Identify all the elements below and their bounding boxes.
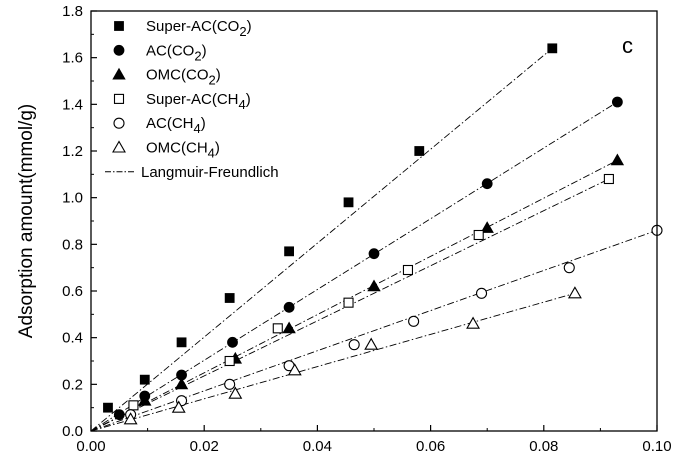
x-tick-label: 0.06 [416,438,445,455]
data-point [283,301,295,313]
legend-marker [113,44,125,56]
fit-line [90,47,553,432]
legend-label: Super-AC(CH4) [146,91,251,112]
data-point [103,402,113,413]
y-tick-label: 0.6 [62,283,83,300]
data-point [603,173,614,185]
legend-marker [113,117,125,129]
x-axis: 0.00 0.02 0.04 0.06 0.08 0.10 [76,425,672,455]
y-tick-label: 1.4 [62,96,83,113]
data-point [480,221,494,233]
data-point [547,43,558,54]
data-point [113,409,125,421]
data-point [481,178,493,190]
data-point [368,248,380,260]
data-point [475,287,488,299]
x-tick-label: 0.04 [303,438,332,455]
data-point [138,393,152,406]
data-point [128,400,139,411]
x-tick-label: 0.02 [190,438,219,455]
legend-label: AC(CH4) [146,115,206,136]
data-point [176,337,187,348]
legend-label: OMC(CO2) [146,67,221,88]
data-point [224,355,235,367]
data-point [402,264,414,276]
legend-marker [112,67,126,80]
y-tick-label: 0.0 [62,423,83,440]
data-point [466,316,480,329]
legend: Super-AC(CO2) AC(CO2) OMC(CO2) Super-AC(CH4… [105,18,279,181]
data-point [284,246,295,257]
legend-label: OMC(CH4) [146,140,220,161]
data-point [224,293,235,303]
data-point [414,146,425,156]
fit-line [90,101,618,432]
data-point [364,337,379,350]
data-point [171,400,186,413]
fit-line [90,229,658,432]
data-point [367,279,381,292]
data-point [227,336,238,348]
x-tick-label: 0.08 [529,438,558,455]
y-tick-label: 1.8 [62,3,83,20]
data-point [282,321,296,334]
y-tick-label: 0.8 [62,236,83,253]
data-point [224,378,236,390]
y-tick-label: 1.6 [62,50,83,67]
y-tick-label: 1.2 [62,143,83,160]
y-axis-label: Adsorption amount(mmol/g) [16,104,37,338]
x-tick-label: 0.00 [76,438,105,455]
data-point [611,96,623,108]
y-axis: 0.0 0.2 0.4 0.6 0.8 1.0 1.2 1.4 1.6 1.8 [62,3,97,440]
fit-line [90,292,576,432]
fit-line [90,159,618,432]
data-point [228,386,243,399]
data-point [139,374,150,385]
data-point [123,412,138,425]
data-point [563,262,575,274]
legend-marker [114,21,124,31]
data-point [567,286,582,299]
panel-label: c [622,33,633,58]
y-tick-label: 1.0 [62,190,83,207]
data-point [473,229,484,241]
data-point [343,297,354,308]
x-tick-label: 0.10 [642,438,671,455]
data-point [287,363,302,376]
legend-label: AC(CO2) [146,42,207,63]
data-point [408,315,420,327]
legend-label: Super-AC(CO2) [146,18,252,39]
data-point [343,197,354,208]
legend-marker [112,140,126,153]
data-point [348,339,360,351]
data-point [272,323,283,334]
data-point [610,153,625,166]
y-tick-label: 0.4 [62,330,83,347]
data-point [174,377,189,390]
legend-fit-label: Langmuir-Freundlich [141,164,279,181]
data-markers [103,43,663,425]
y-tick-label: 0.2 [62,376,83,393]
legend-marker [113,93,125,104]
